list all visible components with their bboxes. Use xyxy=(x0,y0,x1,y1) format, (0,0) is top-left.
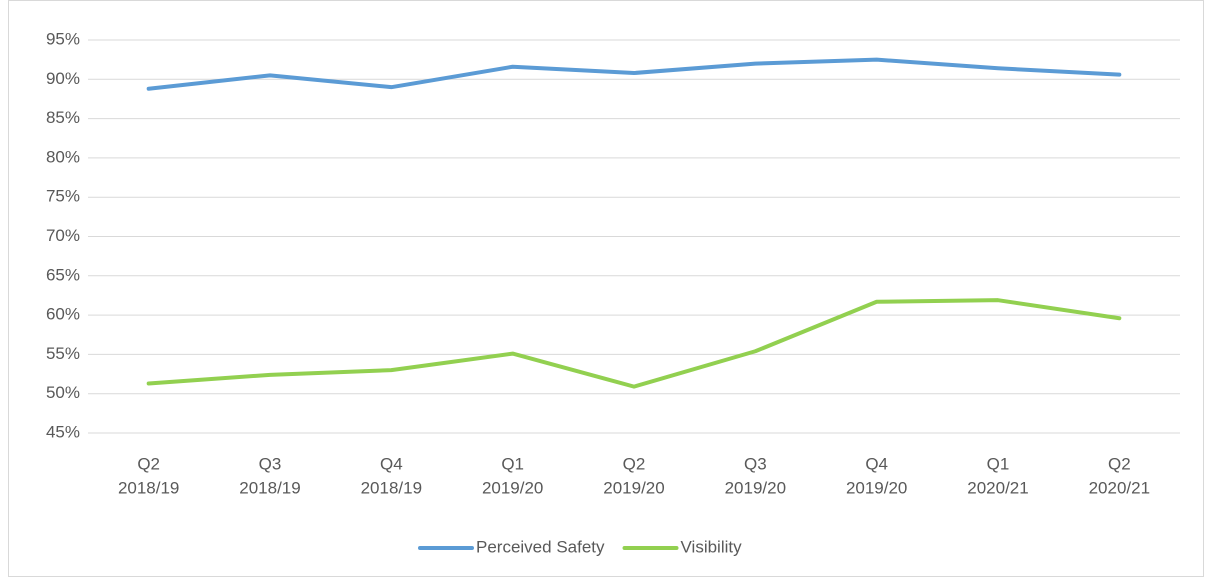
x-tick-label: Q1 xyxy=(987,454,1010,473)
series-line xyxy=(146,57,1122,91)
x-tick-label: Q2 xyxy=(623,454,646,473)
x-tick-label: 2019/20 xyxy=(725,478,786,497)
x-tick-label: Q3 xyxy=(744,454,767,473)
x-tick-label: 2020/21 xyxy=(967,478,1028,497)
x-tick-label: Q1 xyxy=(501,454,524,473)
x-tick-label: Q4 xyxy=(380,454,403,473)
legend-label: Visibility xyxy=(681,537,743,556)
y-tick-label: 80% xyxy=(46,147,80,166)
x-tick-label: 2018/19 xyxy=(361,478,422,497)
x-tick-label: 2019/20 xyxy=(846,478,907,497)
chart-border xyxy=(8,0,1204,577)
x-tick-label: Q2 xyxy=(1108,454,1131,473)
x-tick-label: 2019/20 xyxy=(603,478,664,497)
x-tick-label: 2018/19 xyxy=(239,478,300,497)
y-tick-label: 95% xyxy=(46,29,80,48)
y-tick-label: 60% xyxy=(46,305,80,324)
y-tick-label: 90% xyxy=(46,69,80,88)
y-tick-label: 65% xyxy=(46,265,80,284)
y-tick-label: 50% xyxy=(46,383,80,402)
y-tick-label: 45% xyxy=(46,422,80,441)
x-tick-label: Q4 xyxy=(865,454,888,473)
y-tick-label: 75% xyxy=(46,187,80,206)
x-tick-label: Q2 xyxy=(137,454,160,473)
y-tick-label: 55% xyxy=(46,344,80,363)
x-tick-label: 2018/19 xyxy=(118,478,179,497)
y-tick-label: 70% xyxy=(46,226,80,245)
y-tick-label: 85% xyxy=(46,108,80,127)
series-line xyxy=(146,298,1122,389)
x-tick-label: 2020/21 xyxy=(1089,478,1150,497)
x-tick-label: 2019/20 xyxy=(482,478,543,497)
legend-label: Perceived Safety xyxy=(476,537,605,556)
x-tick-label: Q3 xyxy=(259,454,282,473)
